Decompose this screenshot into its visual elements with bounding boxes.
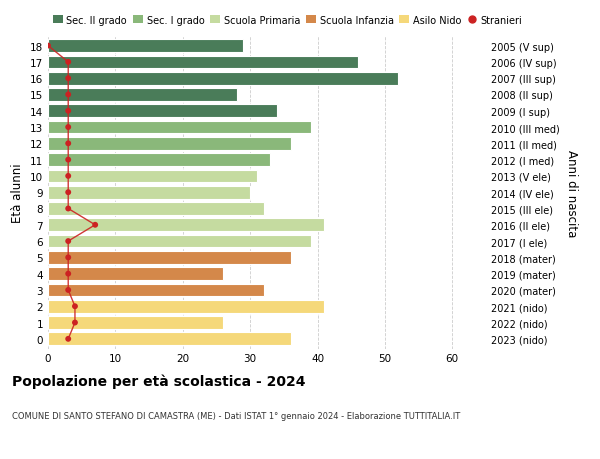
Bar bbox=[48, 154, 271, 167]
Y-axis label: Anni di nascita: Anni di nascita bbox=[565, 149, 578, 236]
Point bbox=[64, 91, 73, 99]
Bar bbox=[48, 40, 244, 53]
Bar bbox=[48, 56, 358, 69]
Bar bbox=[48, 252, 290, 264]
Point bbox=[64, 189, 73, 196]
Legend: Sec. II grado, Sec. I grado, Scuola Primaria, Scuola Infanzia, Asilo Nido, Stran: Sec. II grado, Sec. I grado, Scuola Prim… bbox=[53, 16, 523, 26]
Text: Popolazione per età scolastica - 2024: Popolazione per età scolastica - 2024 bbox=[12, 374, 305, 389]
Bar bbox=[48, 203, 263, 215]
Point bbox=[91, 222, 100, 229]
Bar bbox=[48, 73, 398, 85]
Point bbox=[64, 336, 73, 343]
Point bbox=[64, 286, 73, 294]
Point bbox=[64, 238, 73, 245]
Y-axis label: Età alunni: Età alunni bbox=[11, 163, 25, 223]
Bar bbox=[48, 235, 311, 248]
Bar bbox=[48, 186, 250, 199]
Bar bbox=[48, 268, 223, 280]
Point bbox=[64, 205, 73, 213]
Point bbox=[64, 270, 73, 278]
Point bbox=[64, 124, 73, 131]
Bar bbox=[48, 317, 223, 329]
Bar bbox=[48, 138, 290, 151]
Point bbox=[43, 43, 53, 50]
Point bbox=[64, 59, 73, 67]
Bar bbox=[48, 105, 277, 118]
Point bbox=[64, 173, 73, 180]
Point bbox=[64, 108, 73, 115]
Point bbox=[64, 75, 73, 83]
Bar bbox=[48, 219, 324, 232]
Bar bbox=[48, 122, 311, 134]
Text: COMUNE DI SANTO STEFANO DI CAMASTRA (ME) - Dati ISTAT 1° gennaio 2024 - Elaboraz: COMUNE DI SANTO STEFANO DI CAMASTRA (ME)… bbox=[12, 411, 460, 420]
Point bbox=[64, 254, 73, 262]
Bar bbox=[48, 284, 263, 297]
Bar bbox=[48, 170, 257, 183]
Bar bbox=[48, 300, 324, 313]
Bar bbox=[48, 89, 236, 101]
Bar bbox=[48, 333, 290, 346]
Point bbox=[64, 157, 73, 164]
Point bbox=[70, 319, 80, 326]
Point bbox=[64, 140, 73, 148]
Point bbox=[70, 303, 80, 310]
